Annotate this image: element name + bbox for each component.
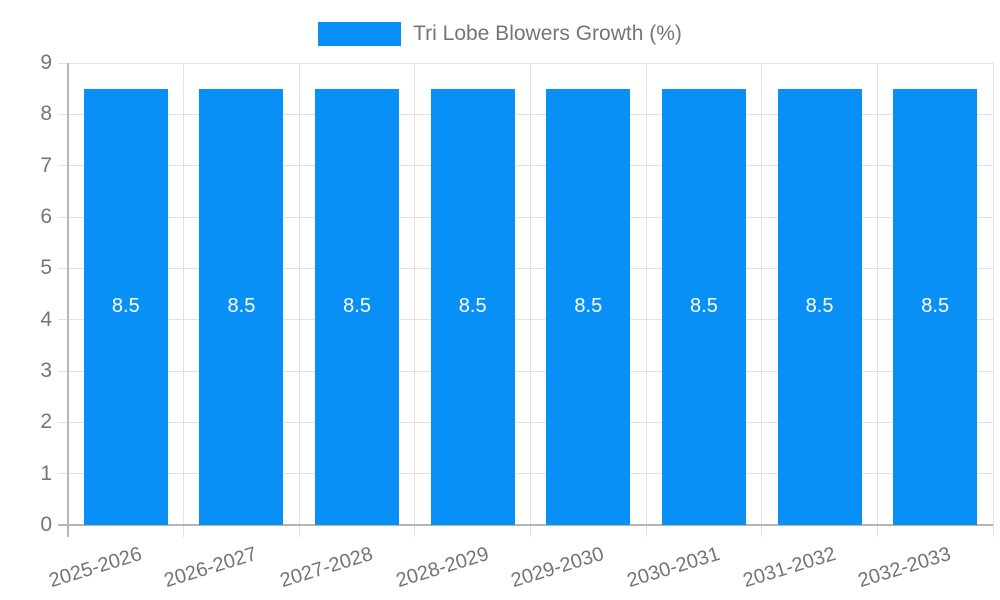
x-gridline: [298, 63, 300, 537]
y-axis-tick-label: 9: [40, 51, 52, 74]
bar[interactable]: 8.5: [315, 88, 400, 525]
y-axis-tick-label: 8: [40, 102, 52, 126]
bar[interactable]: 8.5: [199, 88, 284, 525]
bar[interactable]: 8.5: [893, 88, 978, 525]
x-gridline: [183, 63, 185, 537]
bar-value-label: 8.5: [805, 295, 834, 318]
bar-value-label: 8.5: [227, 295, 256, 318]
y-gridline: [58, 267, 993, 269]
y-gridline: [58, 216, 993, 218]
y-gridline: [58, 473, 993, 475]
bar[interactable]: 8.5: [430, 88, 515, 525]
y-axis-tick-label: 5: [40, 256, 52, 280]
x-gridline: [876, 63, 878, 537]
y-gridline: [58, 113, 993, 115]
bar-value-label: 8.5: [111, 295, 140, 318]
x-gridline: [645, 63, 647, 537]
legend-swatch: [318, 22, 402, 46]
y-gridline: [58, 421, 993, 423]
y-gridline: [58, 319, 993, 321]
y-gridline: [58, 370, 993, 372]
y-axis-tick-label: 3: [40, 359, 52, 382]
legend-label: Tri Lobe Blowers Growth (%): [413, 22, 682, 45]
bar[interactable]: 8.5: [661, 88, 746, 525]
bar-value-label: 8.5: [690, 295, 718, 318]
x-gridline: [761, 63, 763, 537]
x-gridline: [530, 63, 531, 537]
x-gridline: [414, 63, 416, 537]
y-axis-tick-label: 4: [40, 307, 52, 331]
y-axis-tick-label: 0: [40, 513, 52, 536]
x-gridline: [992, 63, 994, 537]
y-gridline: [58, 62, 993, 64]
y-axis-tick-label: 7: [40, 153, 52, 177]
bar-value-label: 8.5: [574, 295, 603, 318]
y-axis-tick-label: 6: [40, 205, 52, 228]
x-axis-line: [58, 524, 993, 526]
bar[interactable]: 8.5: [546, 88, 631, 525]
bar-value-label: 8.5: [458, 295, 487, 318]
y-gridline: [58, 165, 993, 167]
legend[interactable]: Tri Lobe Blowers Growth (%): [0, 22, 1000, 46]
bar[interactable]: 8.5: [83, 88, 168, 525]
bar-value-label: 8.5: [343, 295, 371, 318]
y-axis-tick-label: 2: [40, 410, 52, 434]
bar[interactable]: 8.5: [777, 88, 862, 525]
y-axis-tick-label: 1: [40, 461, 52, 485]
y-axis-line: [67, 63, 69, 537]
bar-value-label: 8.5: [921, 295, 950, 318]
